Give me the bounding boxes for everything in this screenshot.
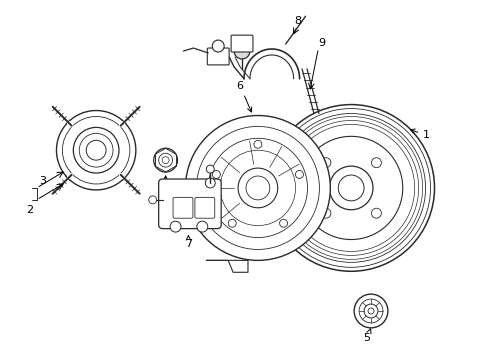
FancyBboxPatch shape [159,179,221,229]
Circle shape [228,219,236,227]
Circle shape [162,157,169,164]
FancyBboxPatch shape [207,48,229,65]
Circle shape [86,140,106,160]
Circle shape [56,111,136,190]
Circle shape [321,158,331,168]
Circle shape [62,117,130,184]
Circle shape [299,136,403,239]
Circle shape [154,148,177,172]
Circle shape [220,150,295,226]
Circle shape [295,171,303,179]
Circle shape [321,208,331,218]
Circle shape [205,178,215,188]
Circle shape [212,40,224,52]
Circle shape [371,158,381,168]
Circle shape [338,175,364,201]
Circle shape [238,168,278,208]
Circle shape [234,43,250,59]
Circle shape [149,196,157,204]
Text: 8: 8 [294,16,301,26]
Circle shape [196,126,319,249]
Circle shape [280,219,288,227]
Circle shape [354,294,388,328]
Text: 6: 6 [237,81,252,112]
Text: 2: 2 [26,205,33,215]
Circle shape [206,165,214,173]
Text: 9: 9 [318,38,325,48]
Circle shape [364,304,378,318]
Circle shape [268,105,435,271]
Circle shape [170,221,181,232]
Text: 1: 1 [411,129,430,140]
Circle shape [329,166,373,210]
Text: 5: 5 [364,329,371,343]
Circle shape [280,117,422,260]
Text: 7: 7 [185,236,192,249]
Circle shape [185,116,330,260]
Circle shape [197,221,208,232]
Circle shape [371,208,381,218]
Circle shape [359,299,383,323]
Circle shape [212,171,220,179]
Circle shape [272,109,431,267]
FancyBboxPatch shape [231,35,253,52]
Circle shape [79,133,113,167]
Circle shape [277,113,426,262]
FancyBboxPatch shape [195,197,215,218]
Circle shape [254,140,262,148]
Circle shape [368,308,374,314]
Circle shape [74,127,119,173]
Circle shape [284,121,418,255]
Text: 4: 4 [162,176,169,194]
FancyBboxPatch shape [173,197,193,218]
Circle shape [159,153,172,167]
Circle shape [288,125,415,251]
Text: 3: 3 [40,176,47,186]
Circle shape [208,138,308,238]
Circle shape [246,176,270,200]
